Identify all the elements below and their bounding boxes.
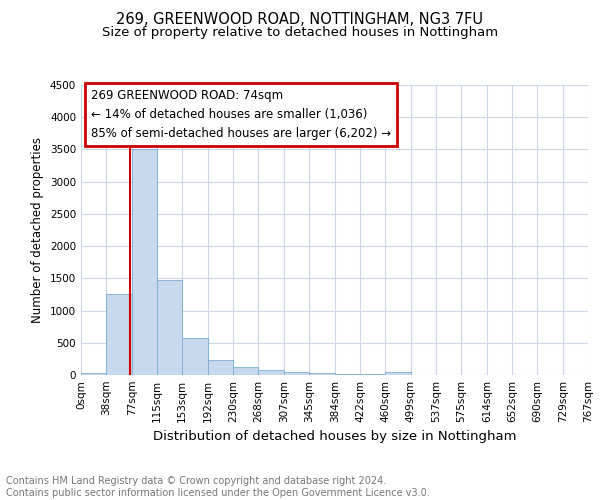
Bar [284,372,309,375]
Bar [335,374,360,375]
Bar [182,338,208,375]
Bar [208,360,233,375]
Y-axis label: Number of detached properties: Number of detached properties [31,137,44,323]
Bar [309,374,335,375]
Text: Size of property relative to detached houses in Nottingham: Size of property relative to detached ho… [102,26,498,39]
Bar [81,373,106,375]
Text: 269 GREENWOOD ROAD: 74sqm
← 14% of detached houses are smaller (1,036)
85% of se: 269 GREENWOOD ROAD: 74sqm ← 14% of detac… [91,90,391,140]
Bar [132,150,157,375]
Text: Contains HM Land Registry data © Crown copyright and database right 2024.
Contai: Contains HM Land Registry data © Crown c… [6,476,430,498]
Bar [360,374,385,375]
Text: 269, GREENWOOD ROAD, NOTTINGHAM, NG3 7FU: 269, GREENWOOD ROAD, NOTTINGHAM, NG3 7FU [116,12,484,28]
X-axis label: Distribution of detached houses by size in Nottingham: Distribution of detached houses by size … [153,430,516,444]
Bar [258,370,284,375]
Bar [233,366,258,375]
Bar [106,294,132,375]
Bar [157,280,182,375]
Bar [385,372,411,375]
